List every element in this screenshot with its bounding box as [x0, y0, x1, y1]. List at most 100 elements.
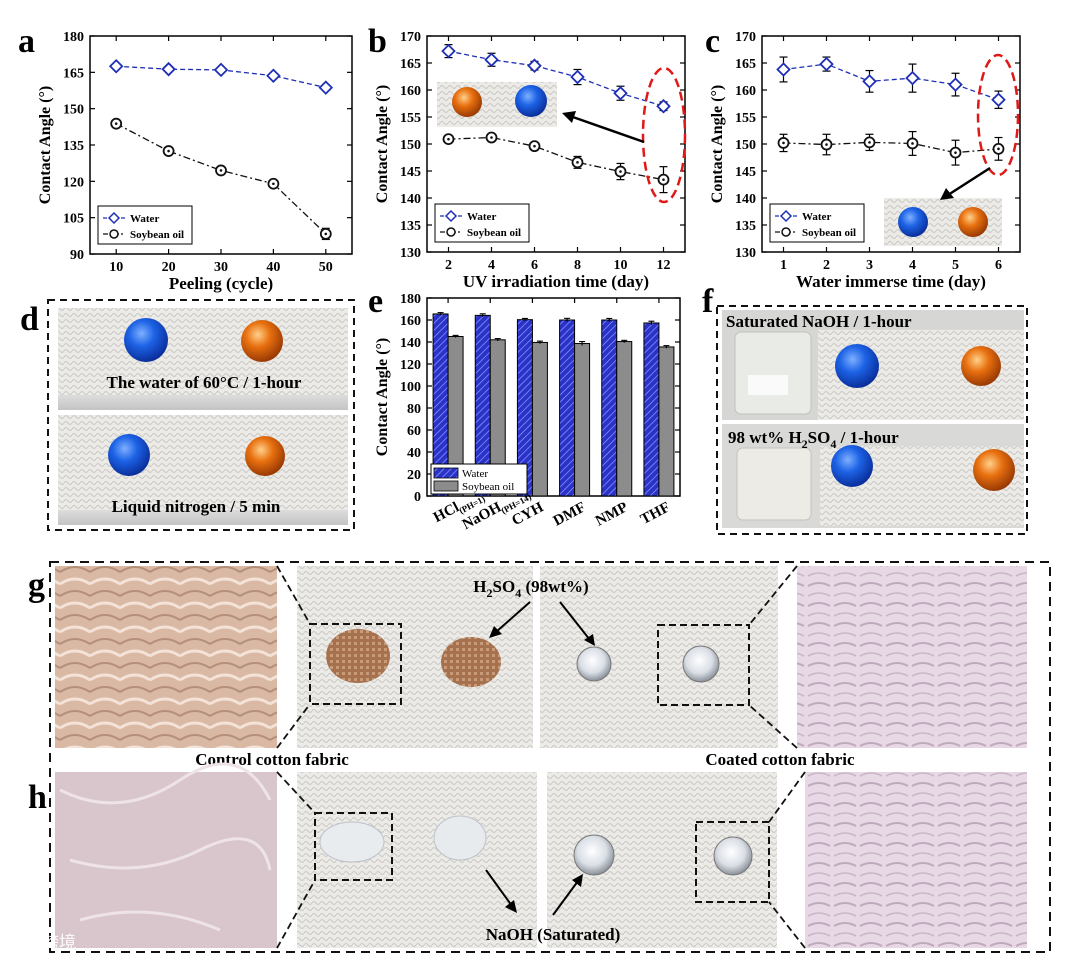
- panel-h: h NaOH (Saturated): [28, 762, 1027, 949]
- photo-f-top: Saturated NaOH / 1-hour: [722, 310, 1024, 420]
- h2so4-label: H2SO4 (98wt%): [473, 577, 588, 600]
- micro-photo-control: [55, 566, 277, 748]
- highlight-ellipse-b: [641, 66, 687, 204]
- x-tick-label: 4: [488, 258, 495, 273]
- x-axis-label: Peeling (cycle): [169, 274, 273, 293]
- data-point-oil-center: [167, 149, 170, 153]
- y-tick-label: 155: [735, 111, 756, 126]
- legend-swatch: [433, 480, 459, 492]
- x-tick-label: 40: [266, 260, 280, 275]
- clear-droplet: [576, 646, 612, 682]
- series-line-soybean-oil: [783, 141, 999, 154]
- orange-droplet: [958, 207, 988, 237]
- zoom-box-control: [309, 623, 402, 705]
- bar-water: [643, 322, 660, 497]
- data-point-water: [161, 61, 176, 77]
- blue-droplet: [831, 445, 873, 487]
- legend-marker-oil: [109, 229, 119, 239]
- watermark: 大数跨境: [8, 933, 76, 953]
- x-tick-label: 10: [109, 260, 123, 275]
- data-point-oil-center: [272, 182, 275, 186]
- x-tick-label: 20: [162, 260, 176, 275]
- y-tick-label: 150: [400, 138, 421, 153]
- zoom-box-coated-h: [695, 821, 770, 903]
- blue-droplet: [515, 85, 547, 117]
- data-point-water: [862, 74, 877, 89]
- data-point-water: [819, 56, 834, 72]
- data-point-water: [266, 68, 281, 83]
- blue-droplet: [835, 344, 879, 388]
- y-tick-label: 140: [400, 336, 421, 351]
- panel-a: a 90 105 120 135 150 165 180 Contact Angle (°) 1…: [18, 23, 353, 293]
- y-tick-label: 165: [63, 66, 84, 81]
- y-tick-label: 100: [400, 380, 421, 395]
- panel-letter-h: h: [28, 779, 47, 816]
- y-tick-label: 20: [407, 468, 421, 483]
- y-tick-label: 105: [63, 212, 84, 227]
- y-axis-label: Contact Angle (°): [374, 85, 391, 203]
- y-tick-label: 135: [63, 139, 84, 154]
- data-point-oil-center: [219, 169, 223, 172]
- y-tick-label: 40: [407, 446, 421, 461]
- x-tick-label: 5: [952, 258, 959, 273]
- y-tick-label: 135: [735, 219, 756, 234]
- data-point-water: [318, 80, 334, 95]
- panel-gh-frame: [49, 561, 1051, 953]
- y-tick-label: 165: [735, 57, 756, 72]
- orange-droplet: [245, 436, 285, 476]
- arrow-b: [569, 114, 645, 144]
- bar-water: [559, 319, 576, 497]
- x-tick-label: 1: [780, 258, 787, 273]
- legend-label: Soybean oil: [802, 227, 856, 239]
- chart-e-frame: [426, 297, 681, 497]
- control-label: Control cotton fabric: [195, 750, 349, 769]
- y-tick-label: 145: [735, 165, 756, 180]
- panel-e: e 0 20 40 60 80 100 120 140 160 180 Contact Angle …: [368, 283, 681, 533]
- micro-photo-control-h: [55, 772, 277, 948]
- coated-label: Coated cotton fabric: [705, 750, 855, 769]
- panel-f-frame: [716, 305, 1028, 535]
- data-point-oil-center: [490, 136, 493, 139]
- clear-droplet: [573, 834, 615, 876]
- data-point-oil-center: [324, 232, 328, 236]
- chart-b: 130 135 140 145 150 155 160 165 170 Contact Angle…: [374, 30, 686, 291]
- data-point-water: [991, 92, 1006, 107]
- data-point-water: [213, 62, 229, 78]
- photo-f-bottom: 98 wt% H2SO4 / 1-hour: [722, 424, 1024, 528]
- data-point-water: [656, 98, 671, 114]
- blue-droplet: [124, 318, 168, 362]
- y-tick-label: 135: [400, 219, 421, 234]
- acid-stain: [326, 629, 390, 683]
- legend-marker-oil: [781, 227, 791, 237]
- x-axis-label: UV irradiation time (day): [463, 272, 649, 291]
- bar-soybean-oil: [574, 343, 591, 497]
- y-axis-label: Contact Angle (°): [709, 85, 726, 203]
- x-tick-label: 2: [823, 258, 830, 273]
- data-point-oil-center: [954, 151, 957, 154]
- panel-letter-d: d: [20, 301, 39, 338]
- orange-droplet: [452, 87, 482, 117]
- data-point-oil-center: [825, 143, 828, 146]
- y-tick-label: 170: [735, 30, 756, 45]
- bar-soybean-oil: [658, 346, 675, 497]
- panel-b: b 130 135 140 145 150 155 160 165 170 Contact Ang…: [368, 23, 687, 291]
- orange-droplet: [961, 346, 1001, 386]
- beaker: [734, 331, 812, 415]
- naoh-spread: [433, 815, 487, 861]
- y-tick-label: 60: [407, 424, 421, 439]
- clear-droplet: [713, 836, 753, 876]
- d-top-label: The water of 60°C / 1-hour: [107, 373, 302, 392]
- x-tick-label: DMF: [551, 499, 589, 529]
- data-point-water: [527, 58, 542, 73]
- legend-label: Soybean oil: [130, 229, 184, 241]
- data-point-water: [948, 77, 963, 92]
- legend-label: Soybean oil: [467, 227, 521, 239]
- panel-letter-e: e: [368, 283, 383, 320]
- data-point-water: [570, 69, 585, 85]
- x-tick-label: 8: [574, 258, 581, 273]
- x-tick-label: 3: [866, 258, 873, 273]
- y-tick-label: 90: [70, 248, 84, 263]
- data-point-water: [776, 62, 791, 77]
